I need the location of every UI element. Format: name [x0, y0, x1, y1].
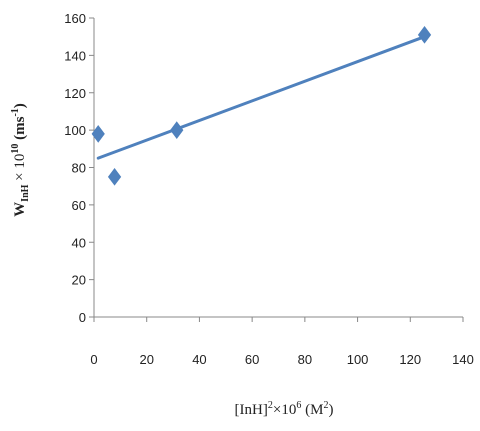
x-axis-title: [InH]2×106 (M2) — [235, 400, 334, 418]
y-tick-label: 40 — [72, 235, 86, 250]
y-tick-label: 60 — [72, 198, 86, 213]
axes — [89, 17, 464, 322]
y-tick-label: 120 — [64, 86, 86, 101]
y-axis-title: WInH × 1010 (ms-1) — [10, 103, 31, 217]
x-tick-label: 0 — [90, 352, 97, 367]
data-point — [107, 168, 122, 186]
tick-labels: 0 20 40 60 80 100 120 140 160 0 20 40 60 80 100 120 140 — [64, 11, 474, 367]
data-points — [91, 25, 432, 186]
x-tick-label: 80 — [298, 352, 312, 367]
y-tick-label: 140 — [64, 48, 86, 63]
x-tick-label: 100 — [347, 352, 369, 367]
y-tick-label: 160 — [64, 11, 86, 26]
y-tick-label: 80 — [72, 161, 86, 176]
x-tick-label: 60 — [245, 352, 259, 367]
x-tick-label: 120 — [399, 352, 421, 367]
y-tick-label: 100 — [64, 123, 86, 138]
trendline — [96, 35, 427, 160]
y-tick-label: 20 — [72, 273, 86, 288]
data-point — [417, 25, 432, 44]
x-tick-label: 140 — [452, 352, 474, 367]
data-point — [170, 121, 184, 139]
data-point — [91, 125, 105, 143]
y-tick-label: 0 — [79, 310, 86, 325]
x-tick-label: 40 — [192, 352, 206, 367]
trendline-layer — [96, 35, 427, 160]
x-tick-label: 20 — [139, 352, 153, 367]
